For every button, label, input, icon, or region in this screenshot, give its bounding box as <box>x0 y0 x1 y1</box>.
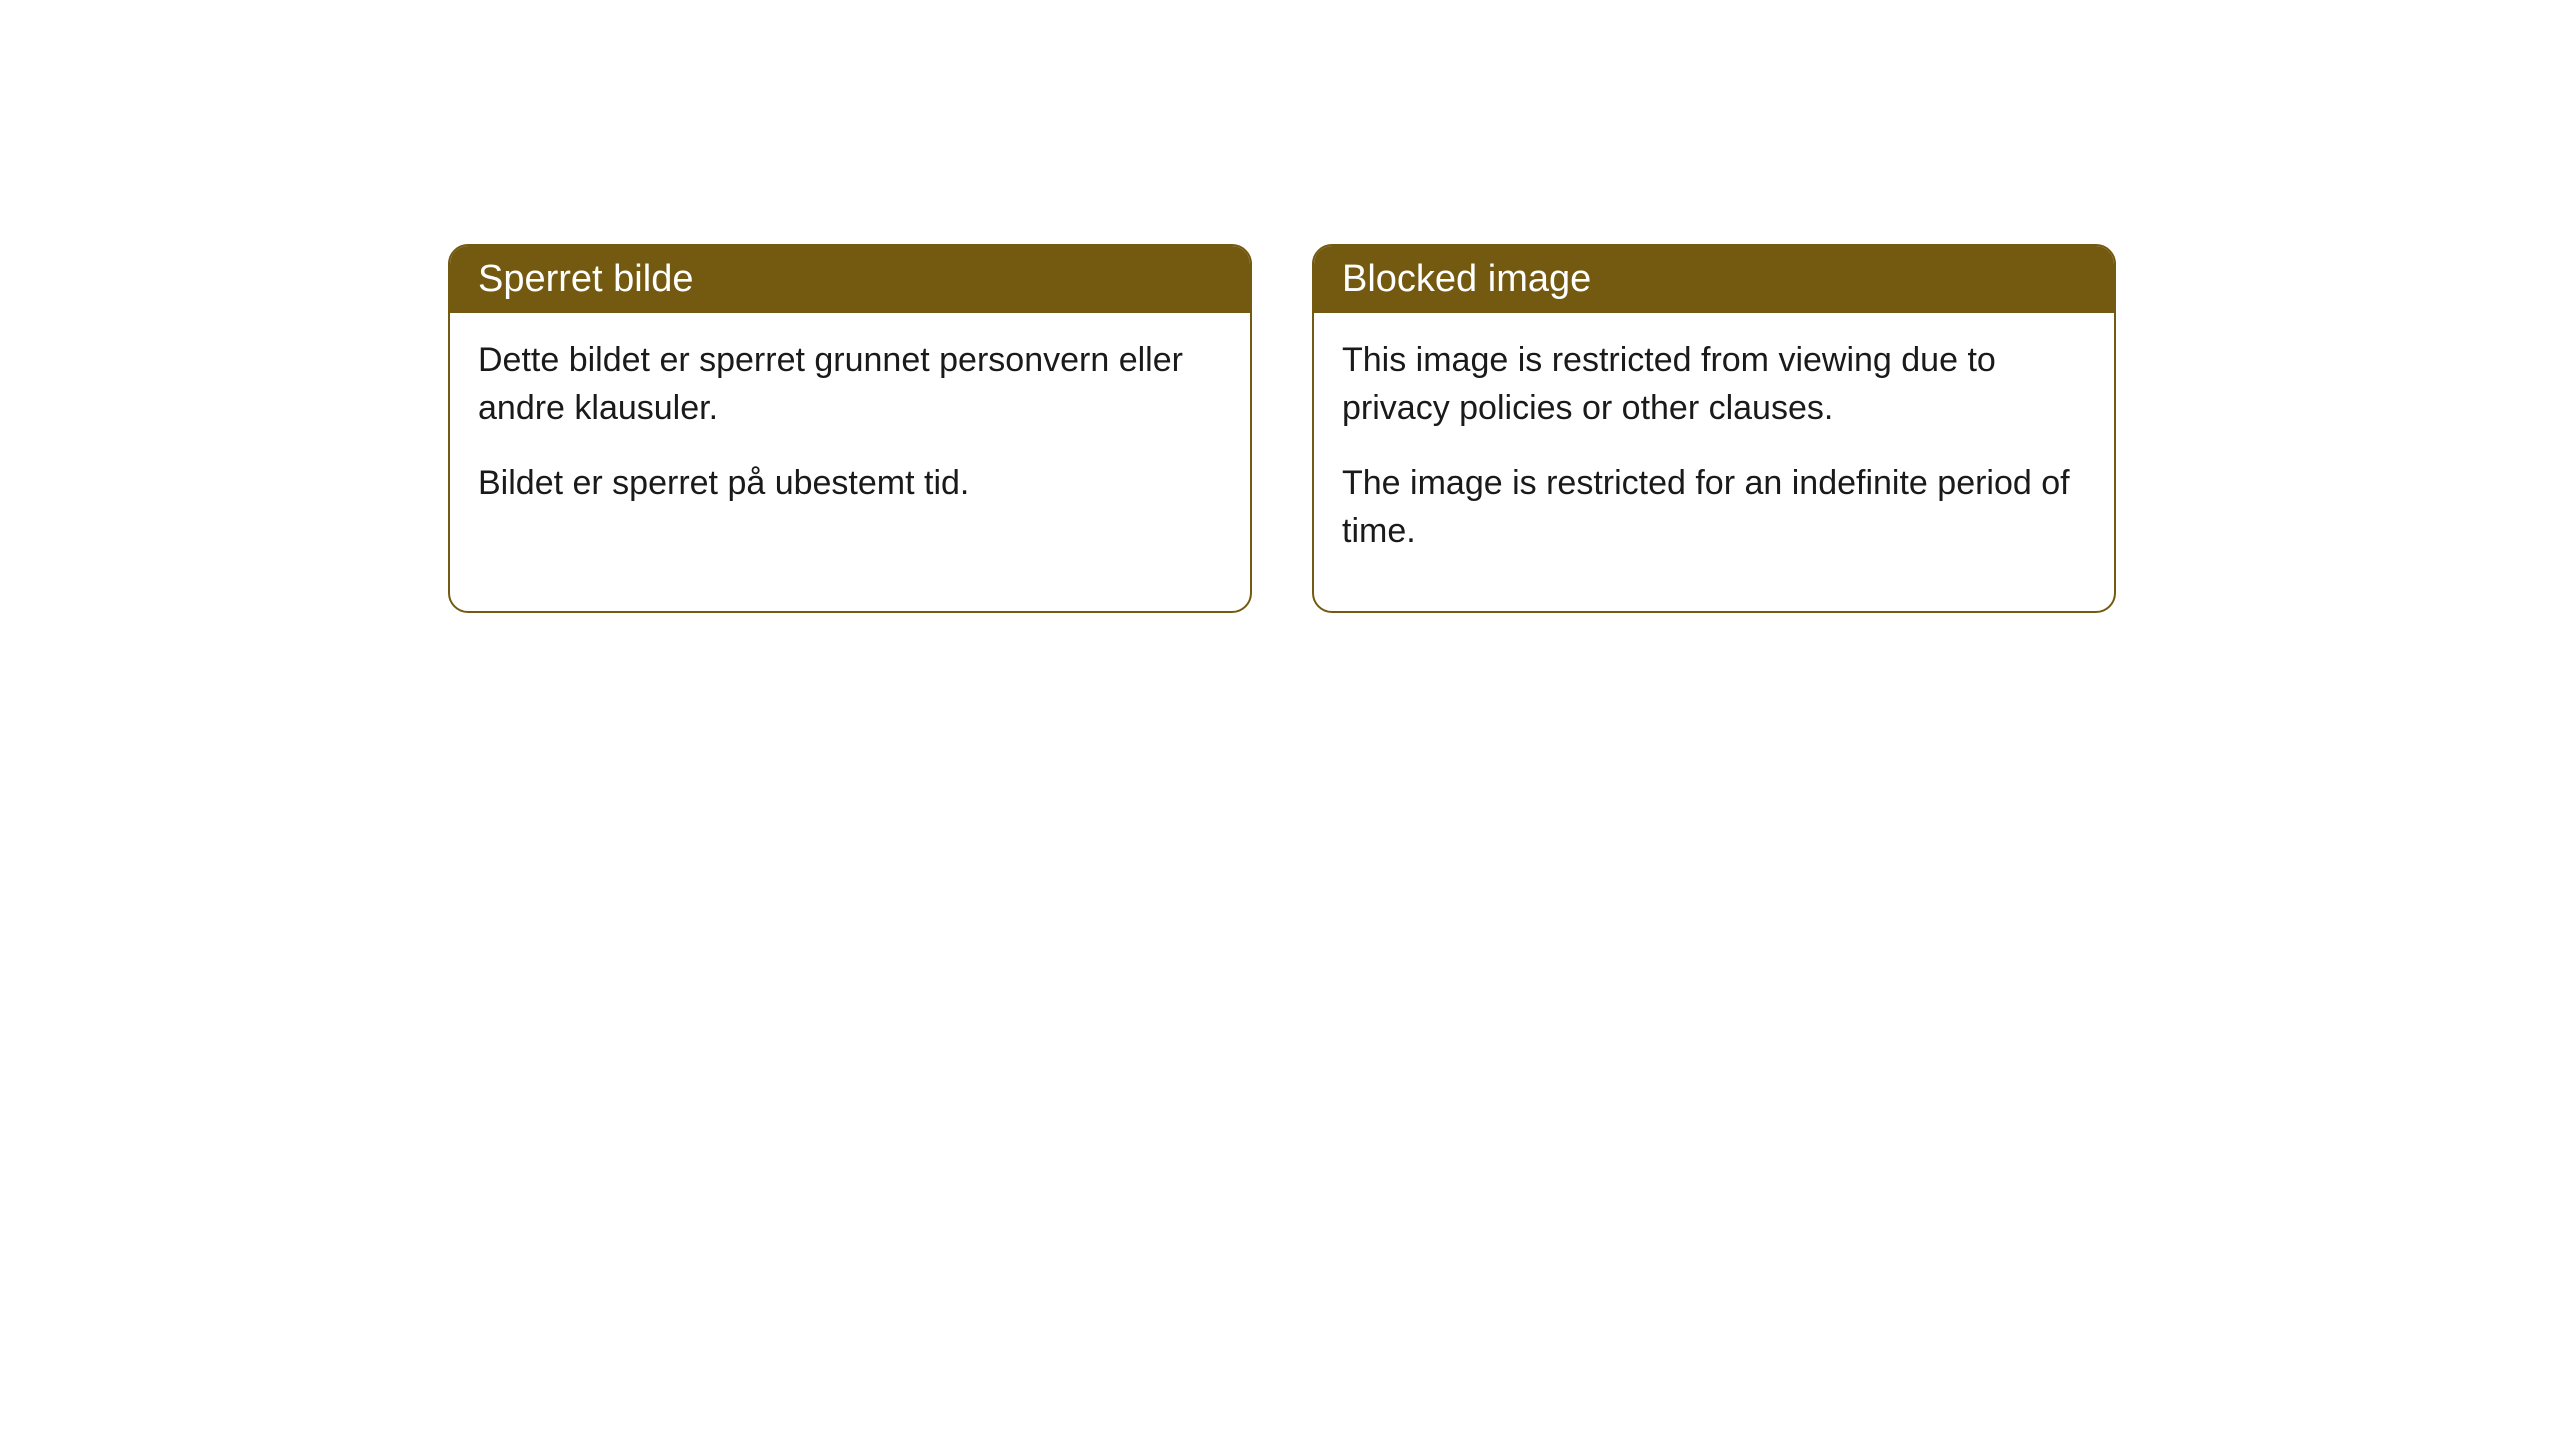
notice-cards-container: Sperret bilde Dette bildet er sperret gr… <box>448 244 2116 613</box>
card-paragraph-1: Dette bildet er sperret grunnet personve… <box>478 337 1222 432</box>
card-paragraph-2: Bildet er sperret på ubestemt tid. <box>478 460 1222 508</box>
card-paragraph-2: The image is restricted for an indefinit… <box>1342 460 2086 555</box>
card-body: This image is restricted from viewing du… <box>1314 313 2114 611</box>
blocked-image-card-english: Blocked image This image is restricted f… <box>1312 244 2116 613</box>
blocked-image-card-norwegian: Sperret bilde Dette bildet er sperret gr… <box>448 244 1252 613</box>
card-header: Blocked image <box>1314 246 2114 313</box>
card-paragraph-1: This image is restricted from viewing du… <box>1342 337 2086 432</box>
card-title: Sperret bilde <box>478 258 693 300</box>
card-title: Blocked image <box>1342 258 1591 300</box>
card-body: Dette bildet er sperret grunnet personve… <box>450 313 1250 564</box>
card-header: Sperret bilde <box>450 246 1250 313</box>
